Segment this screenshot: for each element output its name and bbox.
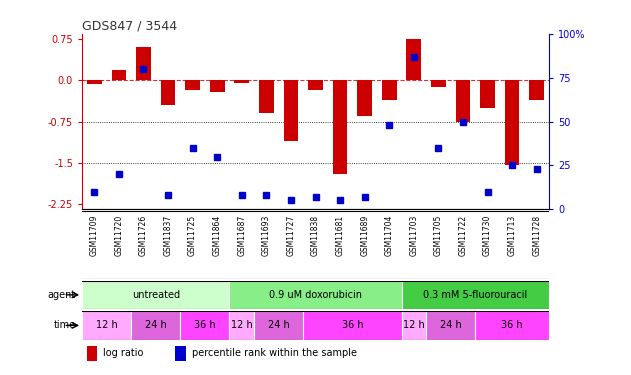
Text: 24 h: 24 h — [440, 320, 461, 330]
Text: GSM11838: GSM11838 — [311, 214, 320, 256]
Text: GSM11837: GSM11837 — [163, 214, 172, 256]
Bar — [87, 80, 102, 84]
Text: GSM11727: GSM11727 — [286, 214, 295, 256]
Text: GSM11681: GSM11681 — [336, 214, 345, 256]
Text: GSM11726: GSM11726 — [139, 214, 148, 256]
Text: 36 h: 36 h — [501, 320, 523, 330]
Text: 0.3 mM 5-fluorouracil: 0.3 mM 5-fluorouracil — [423, 290, 528, 300]
Text: log ratio: log ratio — [103, 348, 143, 358]
Bar — [210, 80, 225, 92]
Bar — [304, 311, 401, 340]
Text: GDS847 / 3544: GDS847 / 3544 — [82, 20, 177, 33]
Text: 24 h: 24 h — [268, 320, 290, 330]
Text: GSM11687: GSM11687 — [237, 214, 246, 256]
Bar — [333, 80, 348, 174]
Bar — [234, 80, 249, 83]
Text: time: time — [54, 320, 76, 330]
Bar — [401, 311, 426, 340]
Bar — [180, 311, 230, 340]
Text: 12 h: 12 h — [403, 320, 425, 330]
Bar — [406, 39, 421, 80]
Text: GSM11720: GSM11720 — [114, 214, 124, 256]
Bar — [131, 311, 180, 340]
Bar — [175, 346, 186, 360]
Text: GSM11705: GSM11705 — [434, 214, 443, 256]
Bar — [401, 280, 549, 309]
Bar — [456, 80, 470, 122]
Text: GSM11725: GSM11725 — [188, 214, 197, 256]
Text: GSM11864: GSM11864 — [213, 214, 221, 256]
Text: GSM11728: GSM11728 — [532, 214, 541, 256]
Bar — [426, 311, 475, 340]
Text: percentile rank within the sample: percentile rank within the sample — [192, 348, 357, 358]
Text: GSM11689: GSM11689 — [360, 214, 369, 256]
Bar — [86, 346, 97, 360]
Bar — [230, 311, 254, 340]
Bar — [254, 311, 304, 340]
Bar — [505, 80, 519, 165]
Bar — [431, 80, 445, 87]
Text: GSM11693: GSM11693 — [262, 214, 271, 256]
Text: 12 h: 12 h — [96, 320, 117, 330]
Bar — [161, 80, 175, 105]
Bar — [230, 280, 401, 309]
Text: GSM11704: GSM11704 — [385, 214, 394, 256]
Text: GSM11730: GSM11730 — [483, 214, 492, 256]
Text: agent: agent — [47, 290, 76, 300]
Text: GSM11709: GSM11709 — [90, 214, 99, 256]
Bar — [357, 80, 372, 116]
Text: GSM11722: GSM11722 — [459, 214, 468, 256]
Bar — [112, 70, 126, 80]
Bar — [136, 48, 151, 80]
Text: GSM11713: GSM11713 — [507, 214, 517, 256]
Text: untreated: untreated — [132, 290, 180, 300]
Bar — [186, 80, 200, 90]
Bar — [82, 280, 230, 309]
Bar — [283, 80, 298, 141]
Bar — [82, 311, 131, 340]
Bar — [480, 80, 495, 108]
Bar — [308, 80, 323, 90]
Text: GSM11703: GSM11703 — [410, 214, 418, 256]
Text: 0.9 uM doxorubicin: 0.9 uM doxorubicin — [269, 290, 362, 300]
Bar — [382, 80, 397, 100]
Text: 12 h: 12 h — [231, 320, 252, 330]
Bar — [529, 80, 544, 100]
Bar — [475, 311, 549, 340]
Text: 24 h: 24 h — [145, 320, 167, 330]
Bar — [259, 80, 274, 113]
Text: 36 h: 36 h — [341, 320, 363, 330]
Text: 36 h: 36 h — [194, 320, 216, 330]
